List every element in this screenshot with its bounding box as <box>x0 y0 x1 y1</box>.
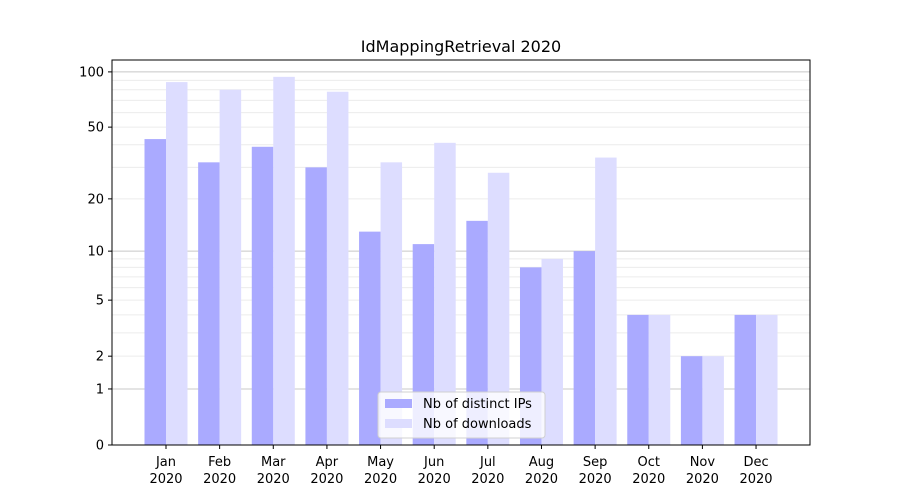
x-tick-label: Feb 2020 <box>203 455 236 487</box>
x-tick-label: May 2020 <box>364 455 397 487</box>
bar-downloads <box>273 76 295 445</box>
legend-box <box>377 391 546 439</box>
y-tick-label: 50 <box>87 121 104 136</box>
bar-downloads <box>648 314 671 445</box>
bar-downloads <box>541 258 563 445</box>
bar-distinct-ips <box>680 356 703 445</box>
bar-distinct-ips <box>359 231 381 445</box>
legend-swatch <box>385 399 412 408</box>
x-tick-label: Apr 2020 <box>310 455 343 487</box>
y-tick-label: 0 <box>96 439 104 454</box>
legend-label: Nb of distinct IPs <box>423 397 532 412</box>
bar-distinct-ips <box>573 251 596 445</box>
y-tick-label: 20 <box>87 192 104 207</box>
legend-label: Nb of downloads <box>423 417 532 432</box>
x-tick-label: Nov 2020 <box>686 455 719 487</box>
bar-downloads <box>595 157 617 446</box>
bar-downloads <box>166 82 188 446</box>
chart-title: IdMappingRetrieval 2020 <box>361 37 561 56</box>
x-tick-label: Jan 2020 <box>149 455 182 487</box>
bar-distinct-ips <box>251 146 274 446</box>
bar-downloads <box>380 162 403 445</box>
y-tick-label: 100 <box>79 65 104 80</box>
bar-distinct-ips <box>466 220 488 445</box>
x-tick-label: Oct 2020 <box>632 455 665 487</box>
y-tick-label: 10 <box>87 245 104 260</box>
x-tick-label: Jul 2020 <box>471 455 504 487</box>
bar-downloads <box>219 89 242 445</box>
bar-downloads <box>434 142 456 446</box>
bar-downloads <box>326 91 349 445</box>
bar-downloads <box>756 314 778 445</box>
x-tick-label: Jun 2020 <box>418 455 451 487</box>
y-tick-label: 1 <box>96 382 104 397</box>
x-tick-label: Aug 2020 <box>525 455 558 487</box>
legend-swatch <box>385 419 412 428</box>
bar-distinct-ips <box>734 314 757 445</box>
axes-frame <box>111 59 811 446</box>
x-tick-label: Dec 2020 <box>739 455 772 487</box>
y-tick-label: 5 <box>96 294 104 309</box>
bar-downloads <box>487 172 510 445</box>
y-tick-label: 2 <box>96 350 104 365</box>
bar-distinct-ips <box>627 314 649 445</box>
x-tick-label: Mar 2020 <box>257 455 290 487</box>
bar-downloads <box>702 356 724 445</box>
bar-distinct-ips <box>305 167 327 446</box>
bar-distinct-ips <box>144 139 166 446</box>
bar-distinct-ips <box>198 162 220 445</box>
legend: Nb of distinct IPs Nb of downloads <box>377 391 546 439</box>
x-tick-label: Sep 2020 <box>579 455 612 487</box>
